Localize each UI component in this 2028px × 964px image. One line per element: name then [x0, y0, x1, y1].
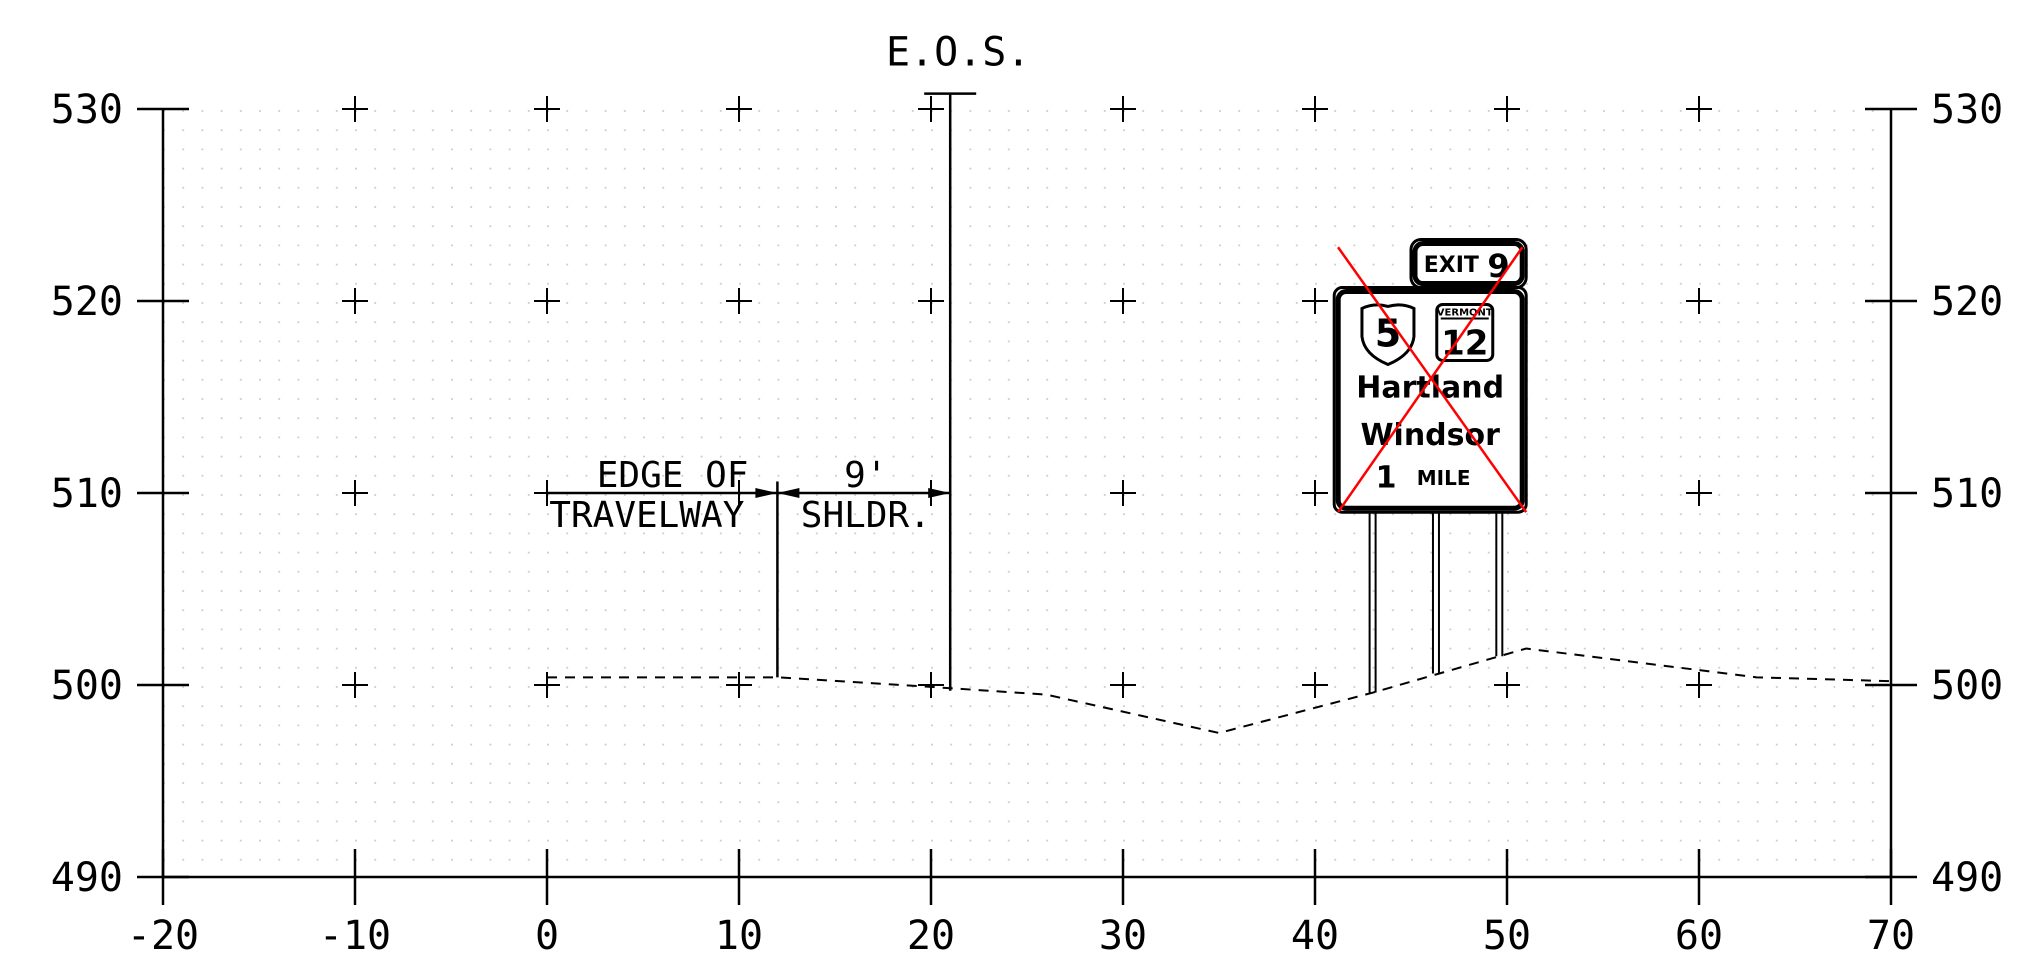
right-y-tick-label: 520 [1931, 279, 2003, 325]
shoulder-width-label: 9' [844, 455, 887, 496]
travelway-label: TRAVELWAY [549, 495, 744, 536]
sign-posts [1368, 512, 1504, 693]
right-y-tick-label: 490 [1931, 855, 2003, 901]
cross-stroke-1 [1337, 246, 1528, 513]
eos-label: E.O.S. [886, 30, 1031, 76]
x-tick-label: 30 [1099, 913, 1147, 959]
x-tick-label: 70 [1867, 913, 1915, 959]
sign-panel-border [1335, 289, 1525, 511]
exit-label: EXIT [1424, 253, 1479, 278]
exit-tab-border [1412, 241, 1525, 287]
axes [137, 107, 1917, 905]
dimension-arrow-right [777, 488, 800, 498]
eos-marker: E.O.S. [886, 30, 1031, 691]
x-tick-label: -10 [319, 913, 391, 959]
x-tick-label: -20 [127, 913, 199, 959]
left-y-tick-label: 530 [51, 87, 123, 133]
x-tick-label: 10 [715, 913, 763, 959]
dot-grid-background [163, 110, 1891, 877]
guide-sign: EXIT 9 5 VERMONT 12 Hartland Windsor 1 M… [1332, 238, 1528, 693]
left-y-tick-label: 510 [51, 471, 123, 517]
distance-unit: MILE [1417, 466, 1471, 490]
left-y-tick-label: 500 [51, 663, 123, 709]
edge-of-label: EDGE OF [597, 455, 749, 496]
right-y-tick-label: 500 [1931, 663, 2003, 709]
x-tick-label: 20 [907, 913, 955, 959]
dimension-arrow-right-end [928, 488, 951, 498]
removal-cross-mark [1337, 246, 1528, 513]
left-y-tick-label: 490 [51, 855, 123, 901]
shoulder-dimension: EDGE OF TRAVELWAY 9' SHLDR. [547, 455, 951, 678]
x-tick-label: 0 [535, 913, 559, 959]
grid-crosses [342, 96, 1712, 698]
left-y-tick-label: 520 [51, 279, 123, 325]
dimension-arrow-left [755, 488, 778, 498]
vermont-tag: VERMONT [1437, 307, 1493, 318]
shoulder-label: SHLDR. [801, 495, 931, 536]
right-y-tick-label: 510 [1931, 471, 2003, 517]
cross-stroke-2 [1337, 246, 1524, 513]
distance-number: 1 [1376, 460, 1397, 495]
right-y-tick-label: 530 [1931, 87, 2003, 133]
y-tick-labels: 490 490 500 500 510 510 520 520 530 530 [51, 87, 2004, 901]
x-tick-label: 40 [1291, 913, 1339, 959]
us-route-shield-icon [1360, 303, 1416, 367]
x-tick-label: 60 [1675, 913, 1723, 959]
x-tick-label: 50 [1483, 913, 1531, 959]
x-tick-labels: -20 -10 0 10 20 30 40 50 60 70 [127, 913, 1915, 959]
exit-tab [1409, 238, 1528, 290]
